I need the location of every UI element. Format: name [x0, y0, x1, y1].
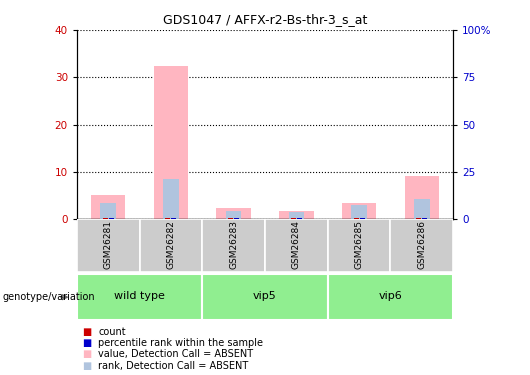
Bar — [328, 274, 453, 320]
Text: ■: ■ — [82, 350, 91, 359]
Bar — [202, 219, 265, 272]
Text: vip5: vip5 — [253, 291, 277, 301]
Bar — [404, 176, 439, 219]
Bar — [354, 218, 359, 219]
Bar — [351, 205, 367, 219]
Bar — [265, 219, 328, 272]
Text: rank, Detection Call = ABSENT: rank, Detection Call = ABSENT — [98, 361, 248, 370]
Bar — [226, 211, 242, 219]
Text: percentile rank within the sample: percentile rank within the sample — [98, 338, 263, 348]
Bar — [109, 218, 114, 219]
Bar — [103, 218, 108, 219]
Bar — [216, 207, 251, 219]
Bar — [91, 195, 126, 219]
Text: ■: ■ — [82, 361, 91, 370]
Bar — [165, 218, 171, 219]
Text: wild type: wild type — [114, 291, 165, 301]
Bar — [163, 179, 179, 219]
Bar — [391, 219, 453, 272]
Text: vip6: vip6 — [378, 291, 402, 301]
Bar — [77, 219, 139, 272]
Bar — [342, 203, 376, 219]
Bar — [202, 274, 328, 320]
Bar — [77, 274, 202, 320]
Bar — [414, 200, 430, 219]
Bar — [139, 219, 202, 272]
Bar — [359, 218, 365, 219]
Bar — [297, 218, 302, 219]
Text: GSM26284: GSM26284 — [292, 220, 301, 269]
Bar — [416, 218, 421, 219]
Text: GSM26282: GSM26282 — [166, 220, 175, 269]
Bar — [100, 203, 116, 219]
Bar — [228, 218, 233, 219]
Text: GSM26281: GSM26281 — [104, 220, 113, 269]
Bar — [422, 218, 427, 219]
Text: GSM26286: GSM26286 — [417, 220, 426, 269]
Bar — [279, 211, 314, 219]
Text: GSM26285: GSM26285 — [355, 220, 364, 269]
Text: value, Detection Call = ABSENT: value, Detection Call = ABSENT — [98, 350, 253, 359]
Bar — [328, 219, 391, 272]
Bar — [154, 66, 188, 219]
Bar — [291, 218, 296, 219]
Bar — [171, 218, 176, 219]
Text: genotype/variation: genotype/variation — [3, 292, 95, 302]
Text: GSM26283: GSM26283 — [229, 220, 238, 269]
Text: GDS1047 / AFFX-r2-Bs-thr-3_s_at: GDS1047 / AFFX-r2-Bs-thr-3_s_at — [163, 13, 367, 26]
Text: ■: ■ — [82, 327, 91, 337]
Text: ■: ■ — [82, 338, 91, 348]
Text: count: count — [98, 327, 126, 337]
Bar — [288, 212, 304, 219]
Bar — [234, 218, 239, 219]
